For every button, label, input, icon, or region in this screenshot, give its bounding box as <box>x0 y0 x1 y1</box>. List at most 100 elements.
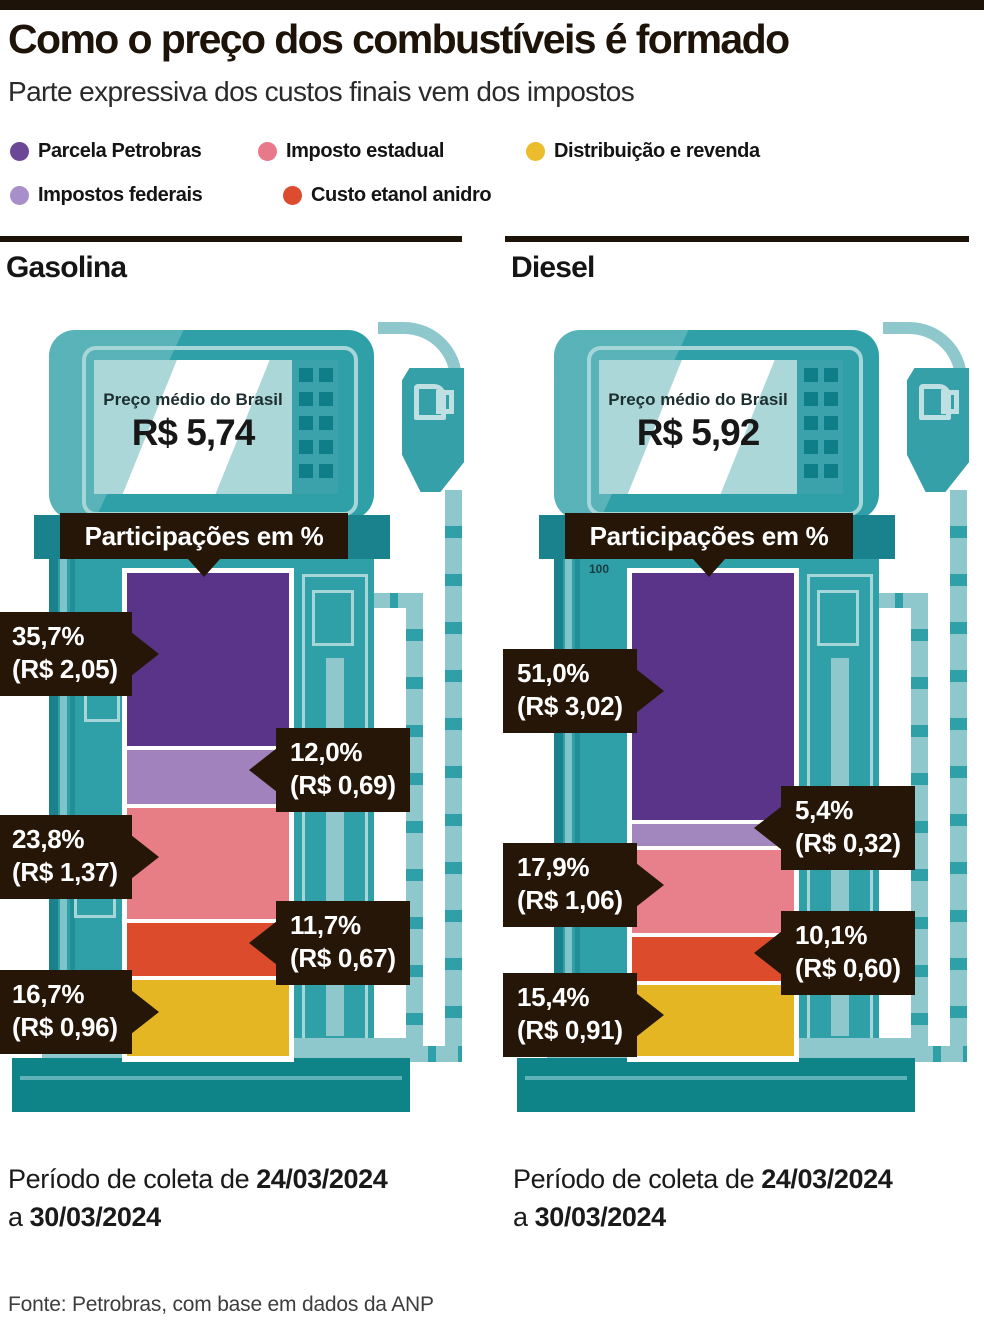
nozzle-icon <box>907 368 969 492</box>
pump-stripe <box>70 558 75 1060</box>
period-connector: a <box>513 1202 528 1233</box>
hose-loop <box>406 593 423 1050</box>
legend-label: Imposto estadual <box>286 140 445 162</box>
collection-period: Período de coleta de 24/03/2024 a 30/03/20… <box>8 1160 460 1237</box>
callout-percent: 35,7% <box>12 621 85 651</box>
period-start-date: 24/03/2024 <box>256 1164 388 1194</box>
average-price: R$ 5,92 <box>636 412 761 453</box>
participations-banner: Participações em % <box>60 513 348 559</box>
period-end-date: 30/03/2024 <box>29 1202 162 1233</box>
callout-percent: 5,4% <box>795 795 854 825</box>
hose-holder-arm <box>370 593 412 608</box>
legend-item-imposto-estadual: Imposto estadual <box>258 140 444 163</box>
callout-percent: 10,1% <box>795 920 868 950</box>
callout-0: 35,7% (R$ 2,05) <box>0 612 132 697</box>
section-title-gasolina: Gasolina <box>6 251 127 284</box>
period-start-date: 24/03/2024 <box>761 1164 893 1194</box>
pump-stripe <box>49 558 58 1060</box>
callout-amount: (R$ 0,91) <box>517 1015 623 1046</box>
callout-4: 15,4% (R$ 0,91) <box>503 973 637 1058</box>
pump-stripe <box>575 558 580 1060</box>
period-end-date: 30/03/2024 <box>534 1202 667 1233</box>
pump-screen: Preço médio do Brasil R$ 5,92 <box>599 360 843 494</box>
callout-amount: (R$ 2,05) <box>12 654 118 685</box>
legend-label: Impostos federais <box>38 184 203 206</box>
section-gasolina: Gasolina Preço médio do Brasil R$ 5,74 <box>0 236 464 1232</box>
callout-amount: (R$ 0,32) <box>795 828 901 859</box>
pump-right-panel <box>312 590 354 646</box>
participations-banner: Participações em % <box>565 513 853 559</box>
legend-label: Distribuição e revenda <box>554 140 760 162</box>
nozzle-icon <box>402 368 464 492</box>
fuel-pump-gasolina: Preço médio do Brasil R$ 5,74 Participaç… <box>0 322 464 1114</box>
price-label: Preço médio do Brasil <box>608 390 788 409</box>
legend-label: Parcela Petrobras <box>38 140 202 162</box>
pump-screen: Preço médio do Brasil R$ 5,74 <box>94 360 338 494</box>
pump-stripe <box>565 558 572 1060</box>
callout-amount: (R$ 0,69) <box>290 770 396 801</box>
callout-amount: (R$ 1,37) <box>12 857 118 888</box>
top-accent-bar <box>0 0 984 10</box>
page-title: Como o preço dos combustíveis é formado <box>8 16 790 62</box>
callout-1: 12,0% (R$ 0,69) <box>276 728 410 813</box>
legend-dot-yellow <box>526 142 545 161</box>
section-rule <box>0 236 462 242</box>
hose-loop-bottom <box>406 1046 462 1062</box>
hose-holder-arm <box>875 593 917 608</box>
banner-pointer <box>693 559 725 577</box>
legend: Parcela Petrobras Imposto estadual Distr… <box>0 140 984 224</box>
average-price: R$ 5,74 <box>131 412 256 453</box>
legend-item-parcela-petrobras: Parcela Petrobras <box>10 140 202 163</box>
callout-percent: 16,7% <box>12 979 85 1009</box>
callout-4: 16,7% (R$ 0,96) <box>0 970 132 1055</box>
period-connector: a <box>8 1202 23 1233</box>
pump-base <box>517 1058 915 1112</box>
section-title-diesel: Diesel <box>511 251 595 284</box>
legend-item-distribuicao-revenda: Distribuição e revenda <box>526 140 760 163</box>
page-subtitle: Parte expressiva dos custos finais vem d… <box>8 76 635 107</box>
callout-amount: (R$ 1,06) <box>517 885 623 916</box>
hose <box>445 490 462 1062</box>
hose <box>950 490 967 1062</box>
banner-pointer <box>188 559 220 577</box>
callout-3: 11,7% (R$ 0,67) <box>276 901 410 986</box>
pump-right-panel <box>817 590 859 646</box>
callout-percent: 51,0% <box>517 658 590 688</box>
callout-percent: 12,0% <box>290 737 363 767</box>
callout-2: 17,9% (R$ 1,06) <box>503 843 637 928</box>
callout-amount: (R$ 0,60) <box>795 953 901 984</box>
legend-dot-purple <box>10 142 29 161</box>
pump-base <box>12 1058 410 1112</box>
callout-amount: (R$ 0,96) <box>12 1012 118 1043</box>
legend-label: Custo etanol anidro <box>311 184 492 206</box>
callout-amount: (R$ 3,02) <box>517 691 623 722</box>
source-note: Fonte: Petrobras, com base em dados da A… <box>8 1293 434 1316</box>
period-prefix: Período de coleta de <box>8 1164 250 1194</box>
keypad-icon <box>292 360 338 494</box>
callout-0: 51,0% (R$ 3,02) <box>503 649 637 734</box>
pump-stripe <box>554 558 563 1060</box>
price-label: Preço médio do Brasil <box>103 390 283 409</box>
legend-item-impostos-federais: Impostos federais <box>10 184 203 207</box>
section-rule <box>505 236 969 242</box>
scale-label-100: 100 <box>589 562 610 576</box>
callout-amount: (R$ 0,67) <box>290 943 396 974</box>
legend-dot-light-purple <box>10 186 29 205</box>
callout-3: 10,1% (R$ 0,60) <box>781 911 915 996</box>
callout-percent: 15,4% <box>517 982 590 1012</box>
keypad-icon <box>797 360 843 494</box>
callout-percent: 11,7% <box>290 910 361 940</box>
pump-stripe <box>60 558 67 1060</box>
period-prefix: Período de coleta de <box>513 1164 755 1194</box>
legend-dot-pink <box>258 142 277 161</box>
callout-2: 23,8% (R$ 1,37) <box>0 815 132 900</box>
hose-loop <box>911 593 928 1050</box>
collection-period: Período de coleta de 24/03/2024 a 30/03/20… <box>513 1160 965 1237</box>
hose-loop-bottom <box>911 1046 967 1062</box>
callout-percent: 17,9% <box>517 852 590 882</box>
callout-percent: 23,8% <box>12 824 85 854</box>
callout-1: 5,4% (R$ 0,32) <box>781 786 915 871</box>
legend-dot-orange <box>283 186 302 205</box>
fuel-pump-diesel: Preço médio do Brasil R$ 5,92 100 Partic… <box>503 322 969 1114</box>
